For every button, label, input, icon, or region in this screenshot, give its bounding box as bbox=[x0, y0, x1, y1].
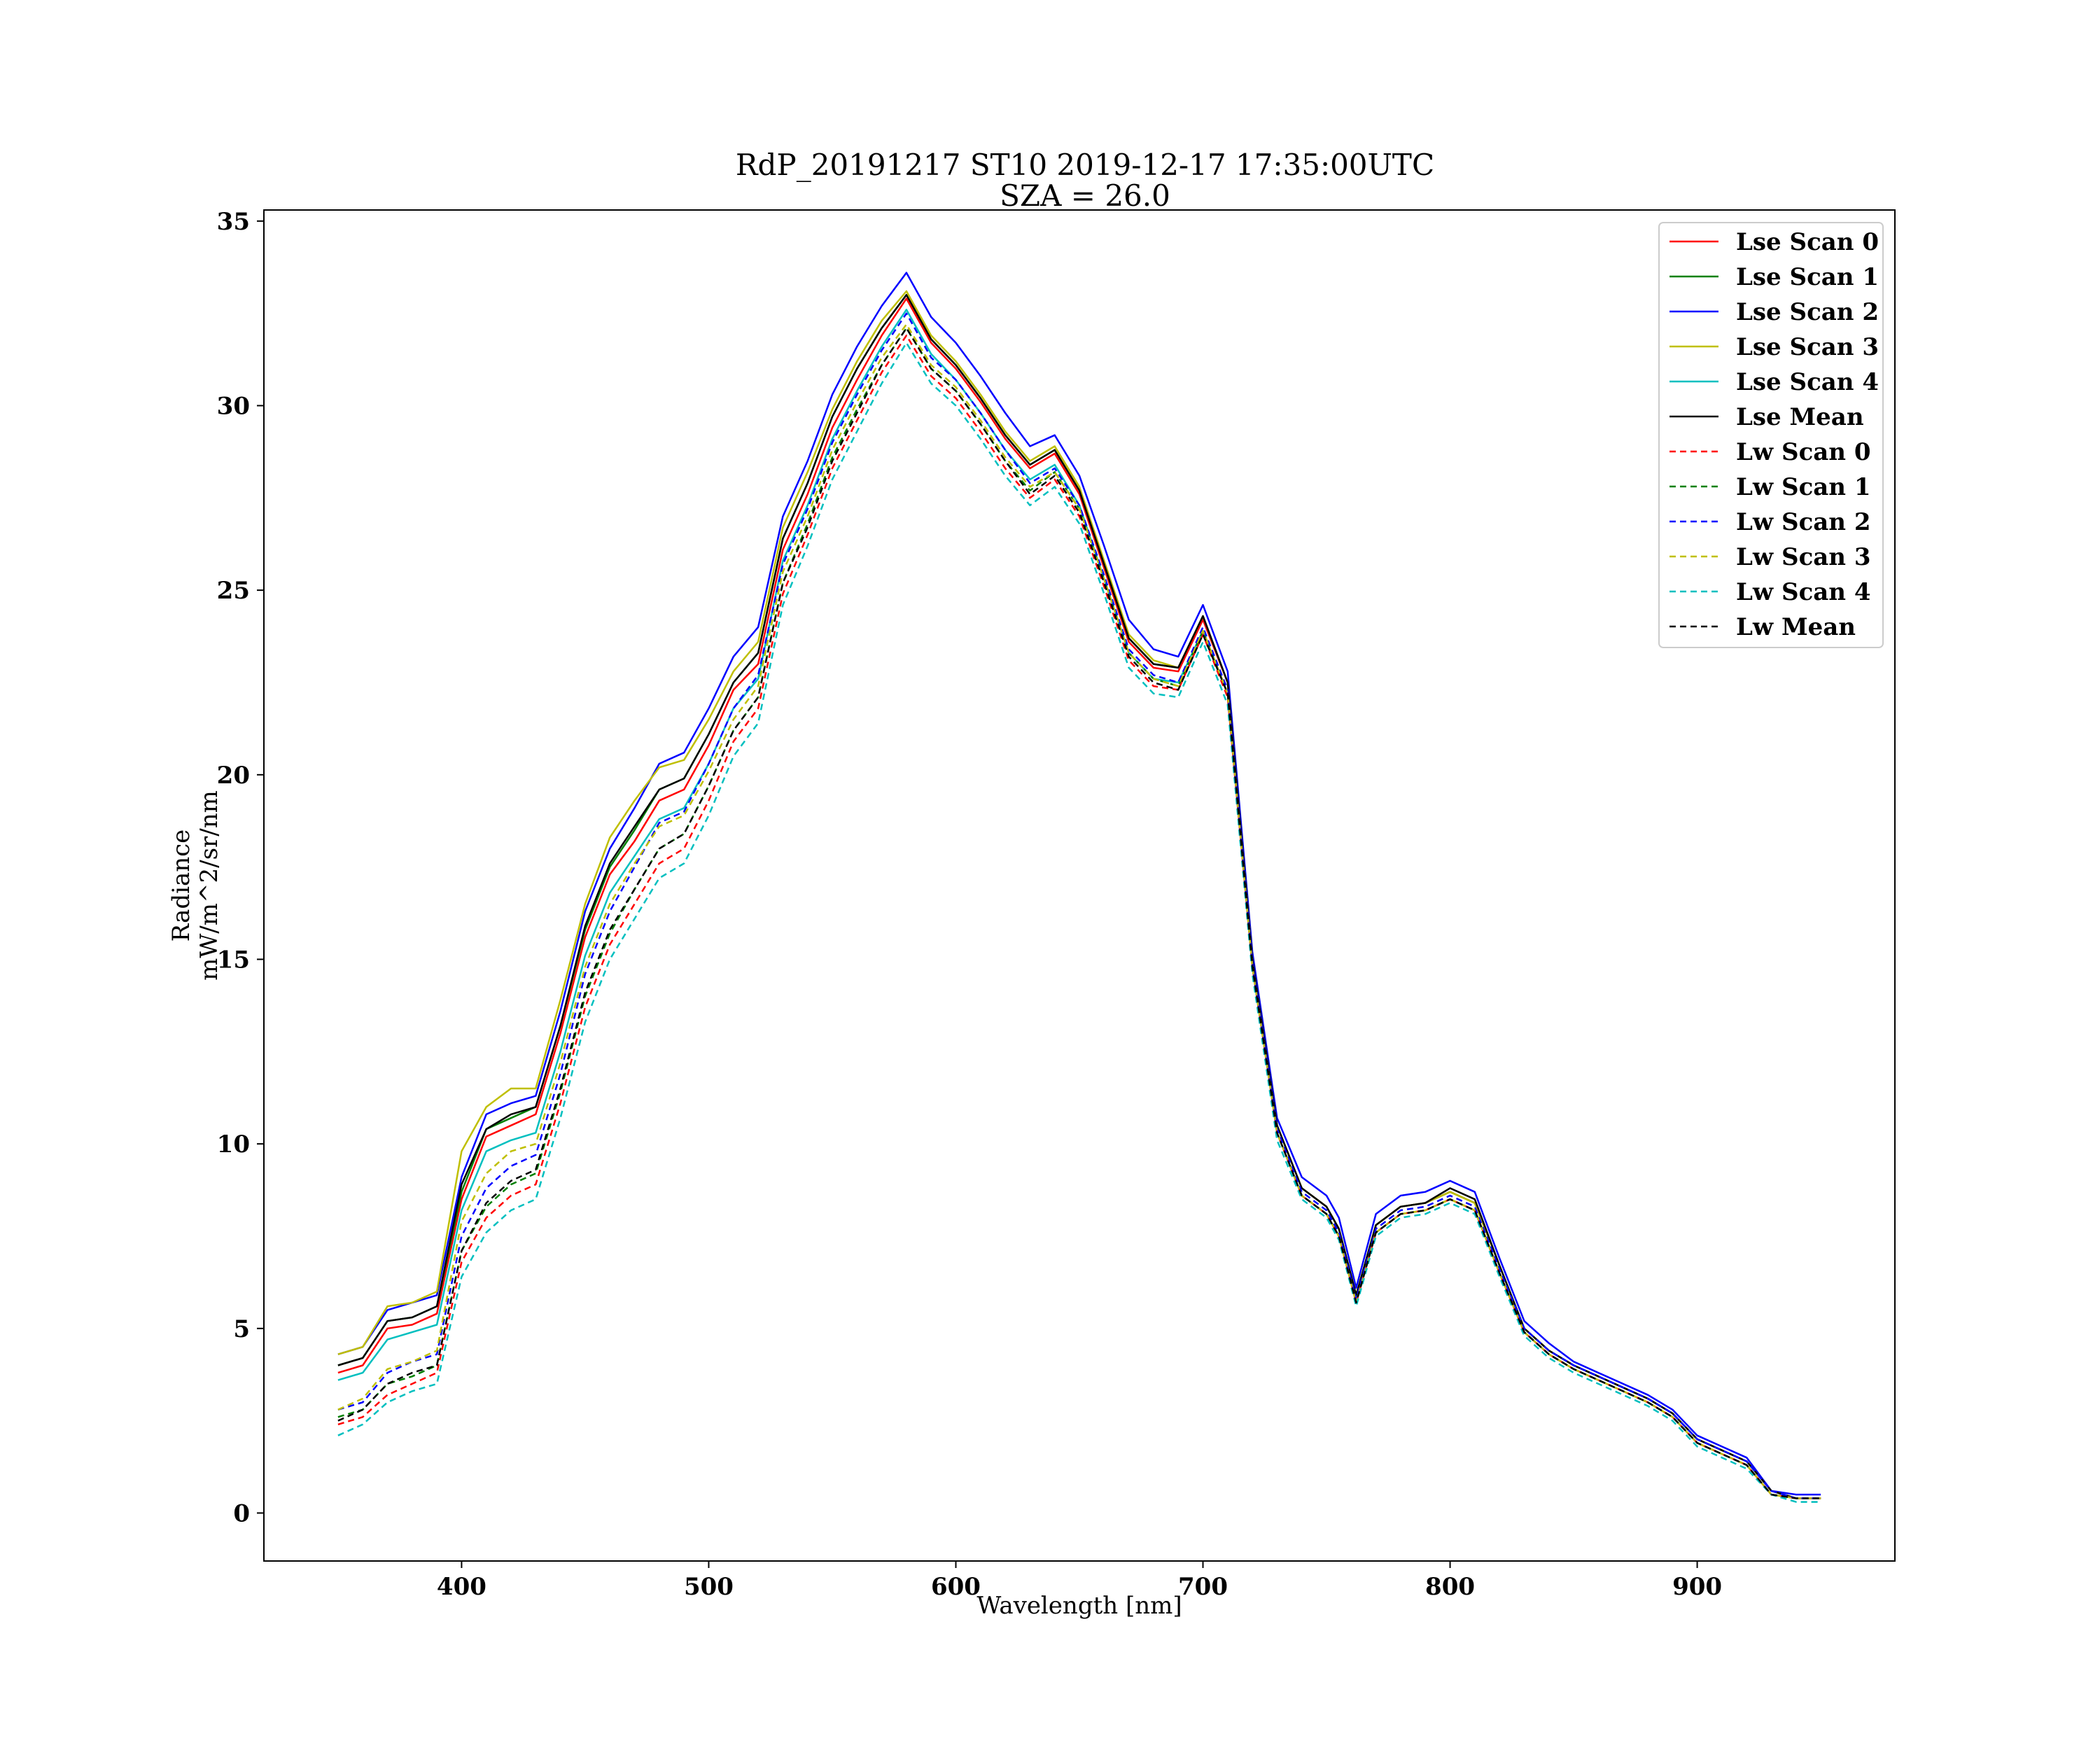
chart-subtitle: SZA = 26.0 bbox=[1000, 178, 1170, 213]
legend-box bbox=[1658, 222, 1884, 648]
legend-label-3: Lse Scan 3 bbox=[1736, 333, 1879, 361]
y-tick-label-7: 35 bbox=[217, 208, 250, 236]
legend: Lse Scan 0 Lse Scan 1 Lse Scan 2 Lse Scan 3… bbox=[1658, 222, 1884, 648]
y-tick-label-1: 5 bbox=[233, 1315, 250, 1343]
y-tick-label-0: 0 bbox=[233, 1499, 250, 1527]
y-axis: 0 5 10 15 20 25 30 35 bbox=[217, 208, 264, 1527]
legend-label-6: Lw Scan 0 bbox=[1736, 438, 1871, 466]
legend-label-10: Lw Scan 4 bbox=[1736, 578, 1871, 606]
chart-title: RdP_20191217 ST10 2019-12-17 17:35:00UTC bbox=[736, 148, 1434, 182]
y-axis-label-line2: mW/m^2/sr/nm bbox=[195, 790, 223, 981]
y-tick-label-5: 25 bbox=[217, 577, 250, 605]
series-line-11 bbox=[337, 327, 1821, 1499]
legend-label-5: Lse Mean bbox=[1736, 403, 1864, 431]
legend-label-11: Lw Mean bbox=[1736, 613, 1856, 641]
legend-label-0: Lse Scan 0 bbox=[1736, 228, 1879, 256]
plot-frame bbox=[263, 209, 1896, 1562]
legend-label-7: Lw Scan 1 bbox=[1736, 473, 1871, 501]
y-tick-label-4: 20 bbox=[217, 762, 250, 790]
series-line-3 bbox=[337, 290, 1821, 1499]
y-axis-label-line1: Radiance bbox=[167, 830, 195, 942]
series-line-0 bbox=[337, 298, 1821, 1499]
x-tick-label-3: 700 bbox=[1178, 1573, 1228, 1601]
legend-label-9: Lw Scan 3 bbox=[1736, 543, 1871, 571]
series-layer bbox=[337, 272, 1821, 1503]
x-tick-label-4: 800 bbox=[1425, 1573, 1475, 1601]
series-line-5 bbox=[337, 294, 1821, 1499]
y-axis-label-group: Radiance mW/m^2/sr/nm bbox=[167, 790, 223, 981]
series-line-7 bbox=[337, 327, 1821, 1499]
y-tick-label-3: 15 bbox=[217, 946, 250, 974]
x-tick-label-5: 900 bbox=[1672, 1573, 1722, 1601]
y-tick-label-6: 30 bbox=[217, 392, 250, 420]
legend-label-4: Lse Scan 4 bbox=[1736, 368, 1879, 396]
x-axis: 400 500 600 700 800 900 bbox=[437, 1561, 1722, 1601]
x-tick-label-2: 600 bbox=[931, 1573, 981, 1601]
legend-label-2: Lse Scan 2 bbox=[1736, 298, 1879, 326]
series-line-8 bbox=[337, 312, 1821, 1499]
x-axis-label: Wavelength [nm] bbox=[976, 1592, 1182, 1620]
x-tick-label-1: 500 bbox=[684, 1573, 734, 1601]
legend-label-1: Lse Scan 1 bbox=[1736, 263, 1879, 291]
series-line-10 bbox=[337, 342, 1821, 1503]
legend-label-8: Lw Scan 2 bbox=[1736, 508, 1871, 536]
series-line-2 bbox=[337, 272, 1821, 1496]
series-line-9 bbox=[337, 323, 1821, 1499]
x-tick-label-0: 400 bbox=[437, 1573, 486, 1601]
y-tick-label-2: 10 bbox=[217, 1130, 250, 1158]
